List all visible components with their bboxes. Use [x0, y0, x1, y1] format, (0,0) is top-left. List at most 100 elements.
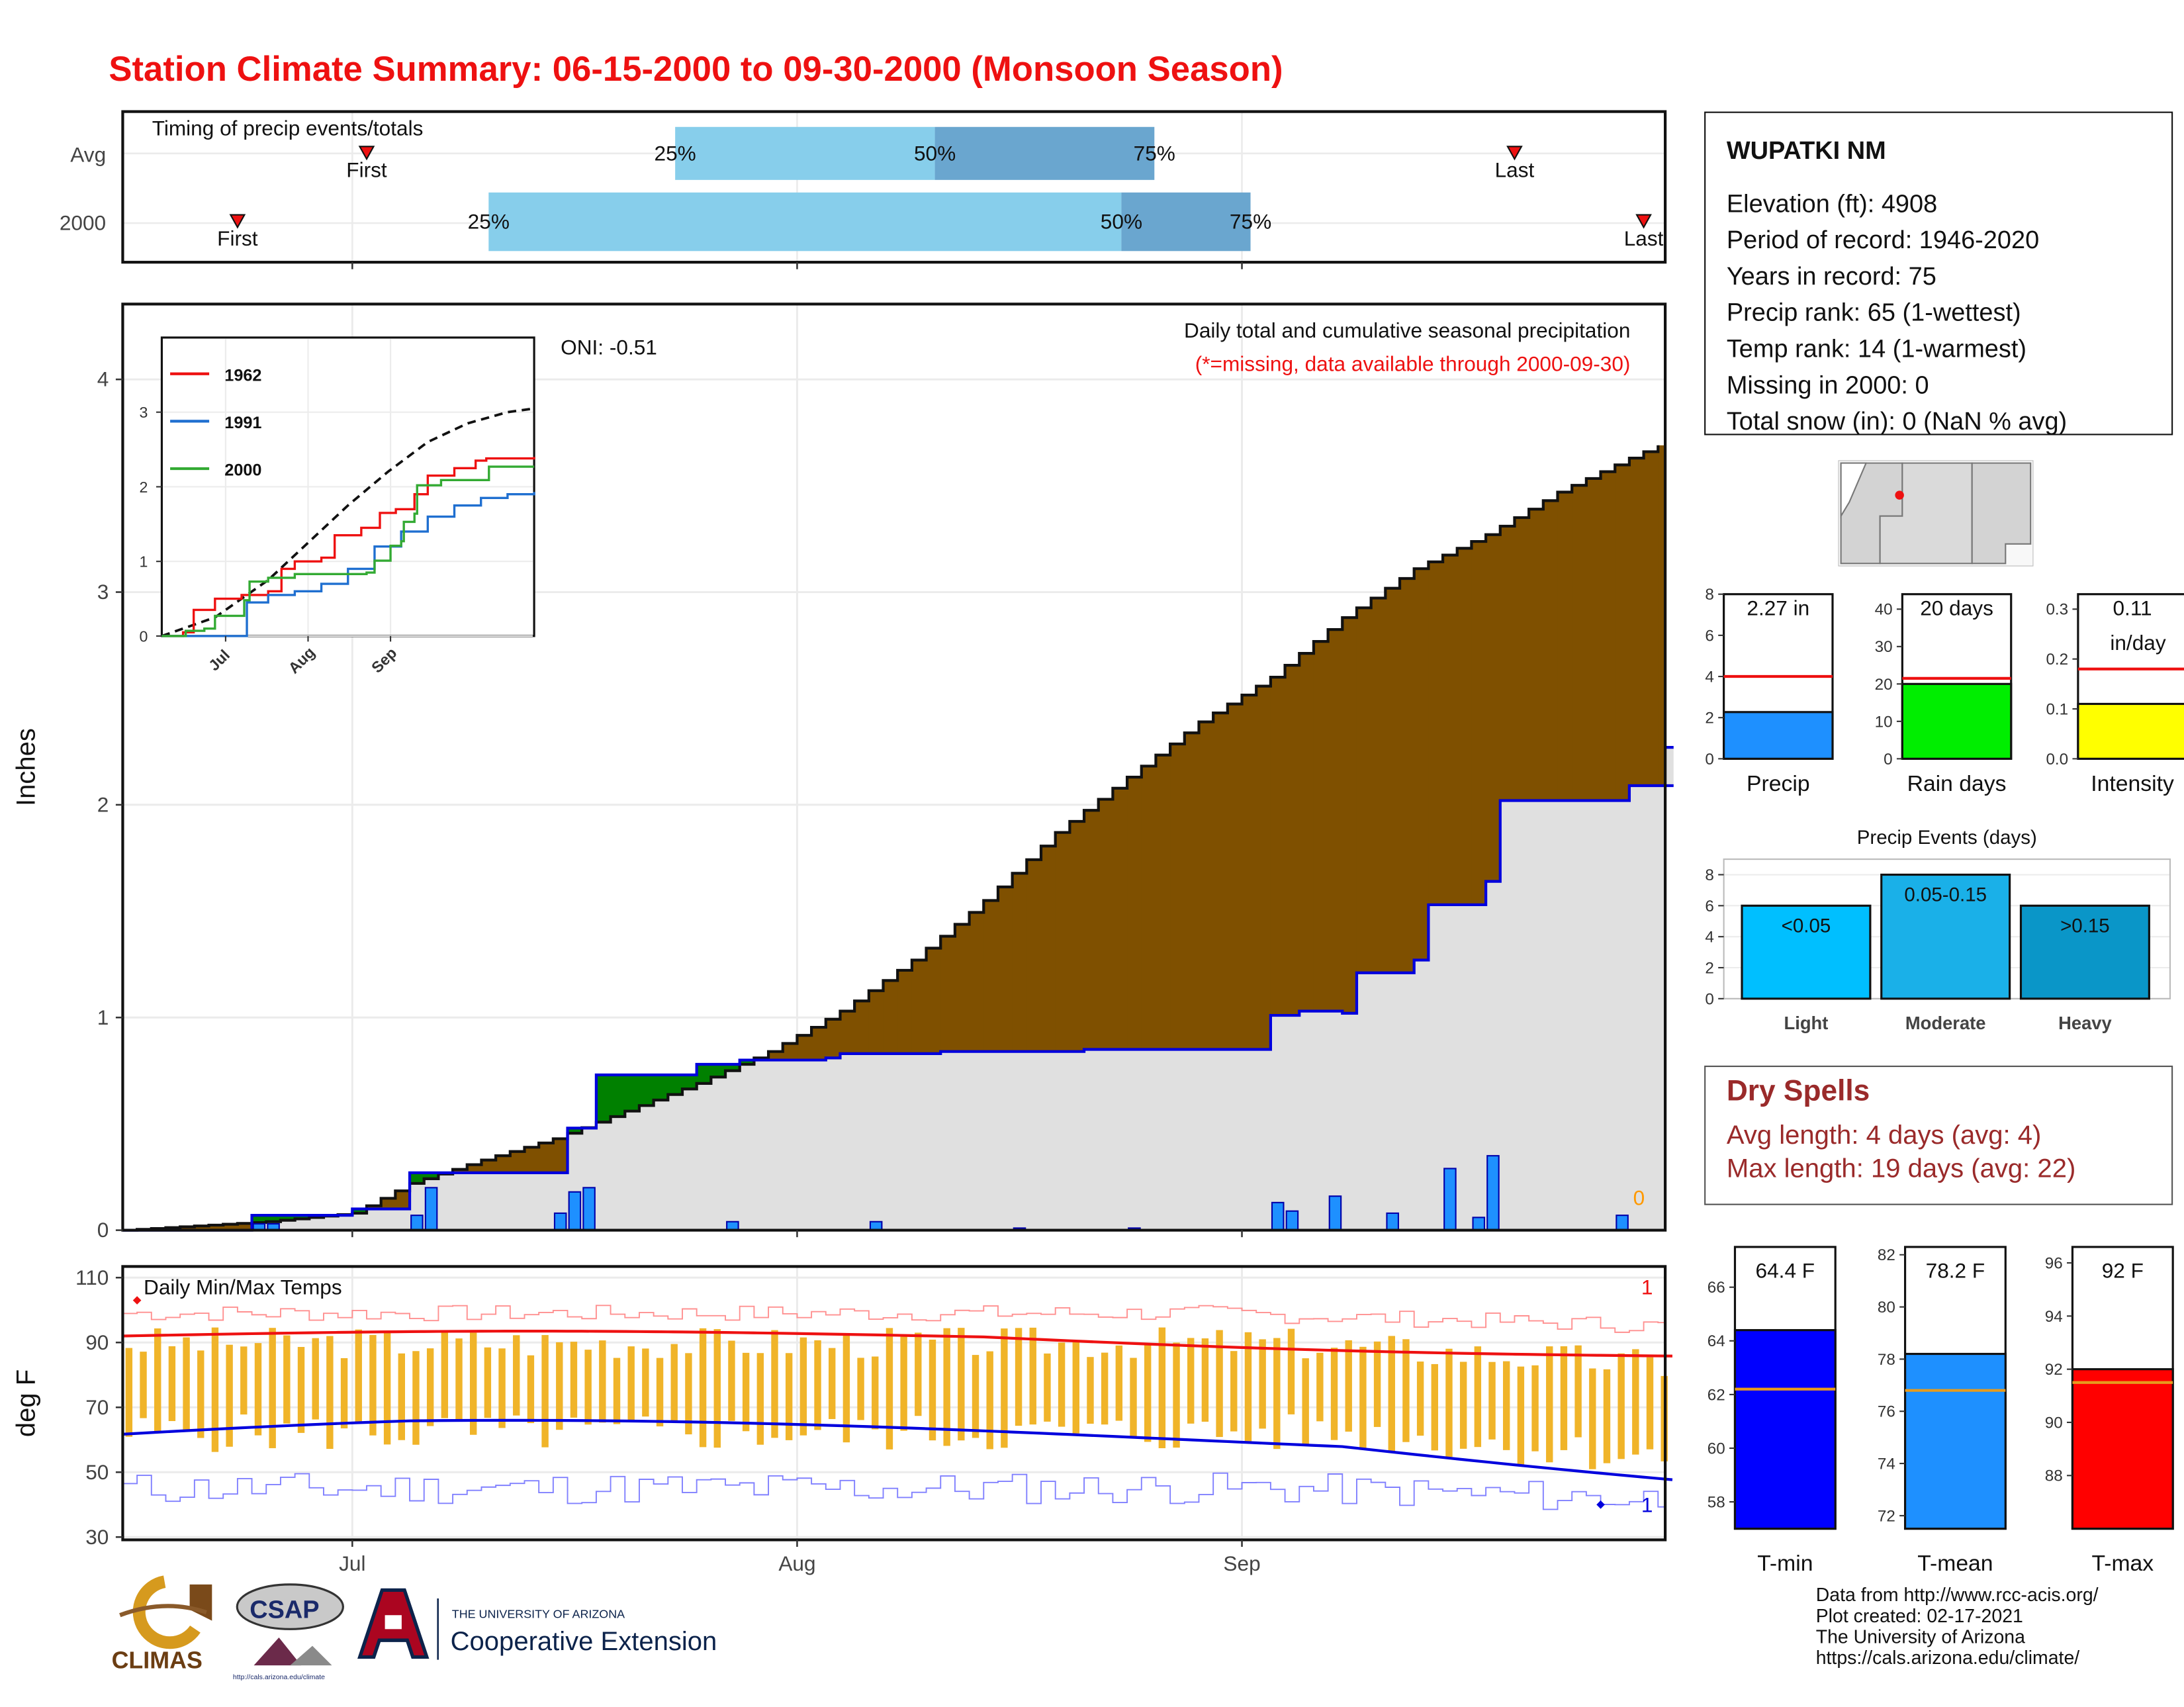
- daily-temp-range-bar: [1373, 1341, 1381, 1427]
- timing-marker-first: [229, 214, 246, 229]
- station-period: Period of record: 1946-2020: [1726, 226, 2040, 254]
- temp-ylabel: deg F: [12, 1369, 41, 1437]
- deficit-area: [1069, 821, 1085, 1052]
- daily-temp-range-bar: [1287, 1328, 1295, 1414]
- deficit-area: [1572, 485, 1587, 801]
- daily-temp-range-bar: [484, 1347, 492, 1418]
- locator-map: [1838, 460, 2034, 567]
- deficit-area: [539, 1142, 554, 1173]
- temp-ytick-label: 90: [85, 1330, 109, 1354]
- daily-temp-range-bar: [197, 1350, 205, 1438]
- temp-bar-tick-label: 60: [1707, 1440, 1725, 1457]
- timing-label-first: First: [346, 158, 387, 182]
- mini-tick-label: 2: [1705, 710, 1713, 727]
- daily-temp-range-bar: [1359, 1346, 1367, 1450]
- surplus-area: [711, 1064, 726, 1078]
- mini-name-label: Intensity: [2091, 771, 2174, 796]
- deficit-area: [1256, 686, 1271, 1050]
- inset-legend-label: 1991: [224, 414, 261, 432]
- daily-temp-range-bar: [1201, 1338, 1209, 1422]
- deficit-area: [510, 1151, 525, 1173]
- deficit-area: [180, 1226, 195, 1230]
- record-high-marker: [132, 1296, 142, 1305]
- daily-temp-range-bar: [943, 1328, 950, 1446]
- temp-ytick-label: 30: [85, 1525, 109, 1549]
- deficit-area: [1328, 629, 1343, 1011]
- deficit-area: [496, 1156, 511, 1173]
- daily-temp-range-bar: [1273, 1338, 1281, 1450]
- deficit-area: [1084, 810, 1099, 1050]
- daily-temp-range-bar: [1087, 1357, 1094, 1424]
- surplus-area: [696, 1064, 712, 1084]
- credit-url: https://cals.arizona.edu/climate/: [1815, 1647, 2080, 1669]
- record-high-count: 1: [1641, 1275, 1653, 1299]
- daily-temp-range-bar: [240, 1346, 248, 1415]
- station-temp-rank: Temp rank: 14 (1-warmest): [1726, 334, 2027, 363]
- daily-temp-range-bar: [541, 1335, 549, 1448]
- deficit-area: [854, 1001, 870, 1054]
- timing-row-label-2000: 2000: [60, 211, 106, 235]
- daily-temp-range-bar: [799, 1337, 807, 1436]
- average-min-temp-line: [122, 1418, 1673, 1481]
- mini-name-label: Rain days: [1907, 771, 2007, 796]
- daily-temp-range-bar: [269, 1328, 276, 1448]
- daily-temp-range-bar: [756, 1353, 764, 1445]
- station-precip-rank: Precip rank: 65 (1-wettest): [1726, 298, 2021, 327]
- precip-ytick-label: 3: [97, 580, 109, 604]
- missing-count: 0: [1633, 1186, 1645, 1210]
- daily-temp-range-bar: [1632, 1349, 1639, 1455]
- deficit-area: [1026, 859, 1042, 1052]
- surplus-area: [639, 1075, 655, 1106]
- timing-row-label-avg: Avg: [70, 142, 106, 166]
- record-low-count: 1: [1641, 1493, 1653, 1516]
- deficit-area: [825, 1019, 841, 1058]
- temp-bar-value-label: 64.4 F: [1756, 1258, 1815, 1282]
- daily-temp-range-bar: [254, 1343, 262, 1436]
- timing-bar-25-50: [488, 192, 1122, 252]
- daily-temp-range-bar: [1402, 1339, 1410, 1442]
- deficit-area: [1270, 677, 1286, 1016]
- timing-bar-25-50: [675, 126, 935, 180]
- deficit-area: [553, 1138, 569, 1173]
- deficit-area: [868, 990, 884, 1054]
- mini-tick-label: 0: [1705, 751, 1713, 768]
- daily-temp-range-bar: [1072, 1341, 1079, 1434]
- deficit-area: [1313, 641, 1329, 1011]
- daily-temp-range-bar: [1259, 1339, 1266, 1429]
- mini-tick-label: 0.0: [2046, 751, 2068, 768]
- event-category-label: Moderate: [1905, 1013, 1986, 1033]
- daily-temp-range-bar: [656, 1358, 664, 1427]
- inset-ytick-label: 3: [139, 404, 148, 421]
- temp-bar-tick-label: 58: [1707, 1493, 1725, 1511]
- daily-temp-range-bar: [829, 1348, 836, 1419]
- dry-spells-max: Max length: 19 days (avg: 22): [1726, 1154, 2076, 1185]
- deficit-area: [1643, 451, 1659, 786]
- deficit-area: [811, 1027, 827, 1060]
- mini-tick-label: 4: [1705, 668, 1713, 686]
- mini-tick-label: 30: [1875, 638, 1893, 656]
- precip-ytick-label: 1: [97, 1005, 109, 1029]
- oni-value: ONI: -0.51: [561, 335, 657, 359]
- station-location-marker: [1895, 490, 1904, 500]
- daily-temp-range-bar: [642, 1348, 649, 1417]
- daily-temp-range-bar: [498, 1348, 506, 1428]
- timing-label-75: 75%: [1230, 210, 1271, 234]
- deficit-area: [983, 900, 999, 1052]
- deficit-area: [1184, 733, 1200, 1050]
- deficit-area: [782, 1043, 798, 1060]
- inset-legend-label: 2000: [224, 461, 261, 480]
- daily-temp-range-bar: [154, 1328, 161, 1433]
- deficit-area: [1371, 598, 1387, 973]
- deficit-area: [1012, 873, 1028, 1052]
- temp-bar-t-mean: [1903, 1352, 2007, 1530]
- event-bar-label: <0.05: [1782, 915, 1831, 937]
- events-tick-label: 6: [1705, 898, 1713, 915]
- daily-temp-range-bar: [872, 1356, 879, 1430]
- daily-temp-range-bar: [1617, 1353, 1625, 1459]
- inset-ytick-label: 0: [139, 627, 148, 645]
- daily-temp-range-bar: [426, 1348, 434, 1426]
- deficit-area: [940, 936, 956, 1052]
- csap-logo-text: CSAP: [250, 1596, 319, 1624]
- surplus-area: [424, 1172, 439, 1179]
